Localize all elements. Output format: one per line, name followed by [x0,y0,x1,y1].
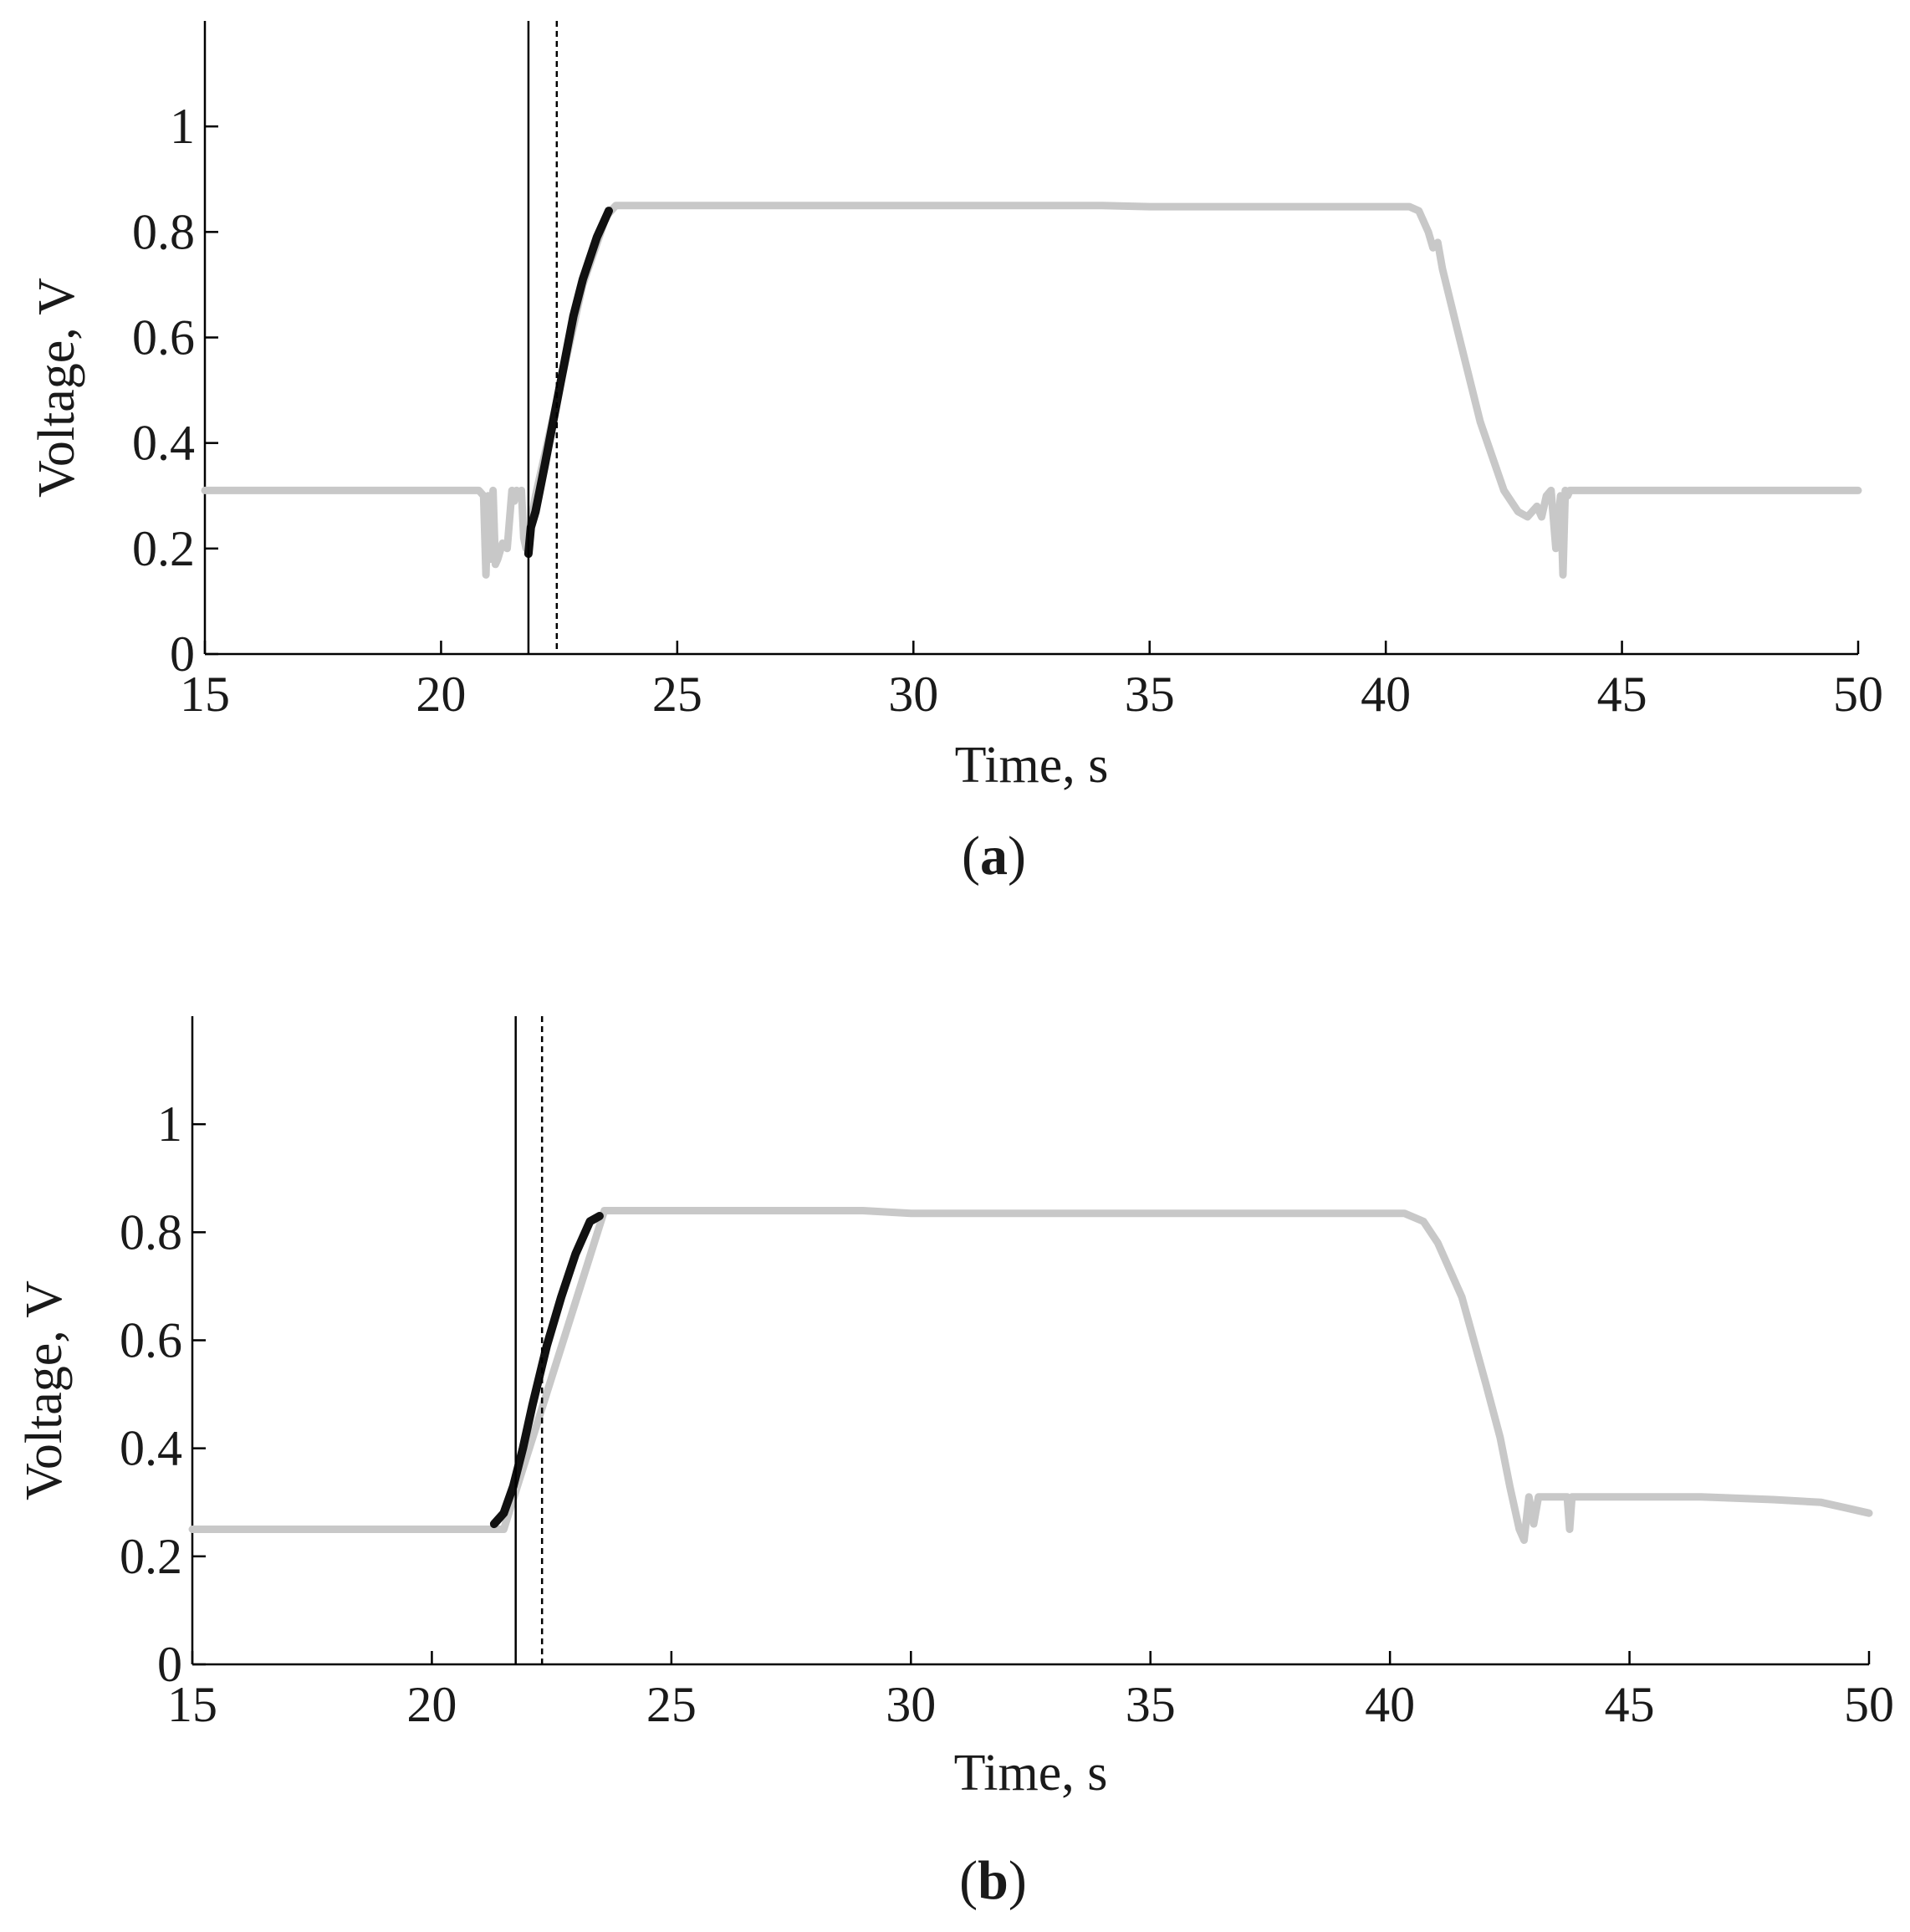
panel-label-close-paren: ) [1008,825,1026,887]
panel-label: (a) [962,825,1026,887]
series-line-gray [201,202,1862,579]
x-tick-label: 35 [1125,667,1175,722]
panel-label-open-paren: ( [959,1850,978,1911]
x-axis-title: Time, s [955,737,1109,794]
series-line-gray [188,1207,1873,1544]
panel-label: (b) [959,1850,1027,1911]
x-tick-label: 15 [180,667,230,722]
y-tick-label: 1 [170,99,195,154]
series-line-black [523,207,613,559]
y-axis-title: Voltage, V [28,278,85,498]
x-tick-label: 30 [888,667,938,722]
x-tick-label: 25 [646,1677,697,1732]
panel-label-letter: b [978,1850,1009,1911]
x-tick-label: 50 [1844,1677,1894,1732]
x-tick-label: 20 [406,1677,457,1732]
chart-panel-a: 15 20 25 30 35 40 45 50 0 0.2 0.4 0.6 0.8 1 Time, s Vol… [28,21,1883,887]
y-tick-label: 0.8 [132,204,195,259]
y-tick-label: 0.6 [120,1313,182,1368]
y-tick-label: 0.6 [132,310,195,365]
y-tick-label: 0.4 [132,416,195,471]
y-tick-label: 1 [157,1096,182,1152]
panel-label-open-paren: ( [962,825,980,887]
y-axis-title: Voltage, V [16,1280,73,1500]
x-tick-label: 25 [652,667,702,722]
y-tick-label: 0.8 [120,1204,182,1260]
chart-panel-b: 15 20 25 30 35 40 45 50 0 0.2 0.4 0.6 0.8 1 Time, s Vol… [16,1016,1894,1911]
y-tick-label: 0 [157,1637,182,1692]
y-tick-label: 0.2 [132,521,195,576]
x-tick-label: 15 [167,1677,217,1732]
series-line-black [489,1212,604,1529]
x-axis-title: Time, s [954,1745,1108,1802]
x-tick-label: 35 [1126,1677,1176,1732]
x-tick-label: 45 [1605,1677,1655,1732]
panel-label-close-paren: ) [1009,1850,1027,1911]
y-tick-label: 0.4 [120,1421,182,1476]
x-tick-label: 30 [886,1677,936,1732]
panel-label-letter: a [980,825,1008,887]
x-tick-label: 40 [1361,667,1411,722]
y-tick-label: 0 [170,626,195,682]
x-tick-label: 20 [416,667,466,722]
x-tick-label: 45 [1597,667,1647,722]
y-tick-label: 0.2 [120,1529,182,1584]
x-tick-label: 50 [1833,667,1883,722]
x-tick-label: 40 [1365,1677,1415,1732]
